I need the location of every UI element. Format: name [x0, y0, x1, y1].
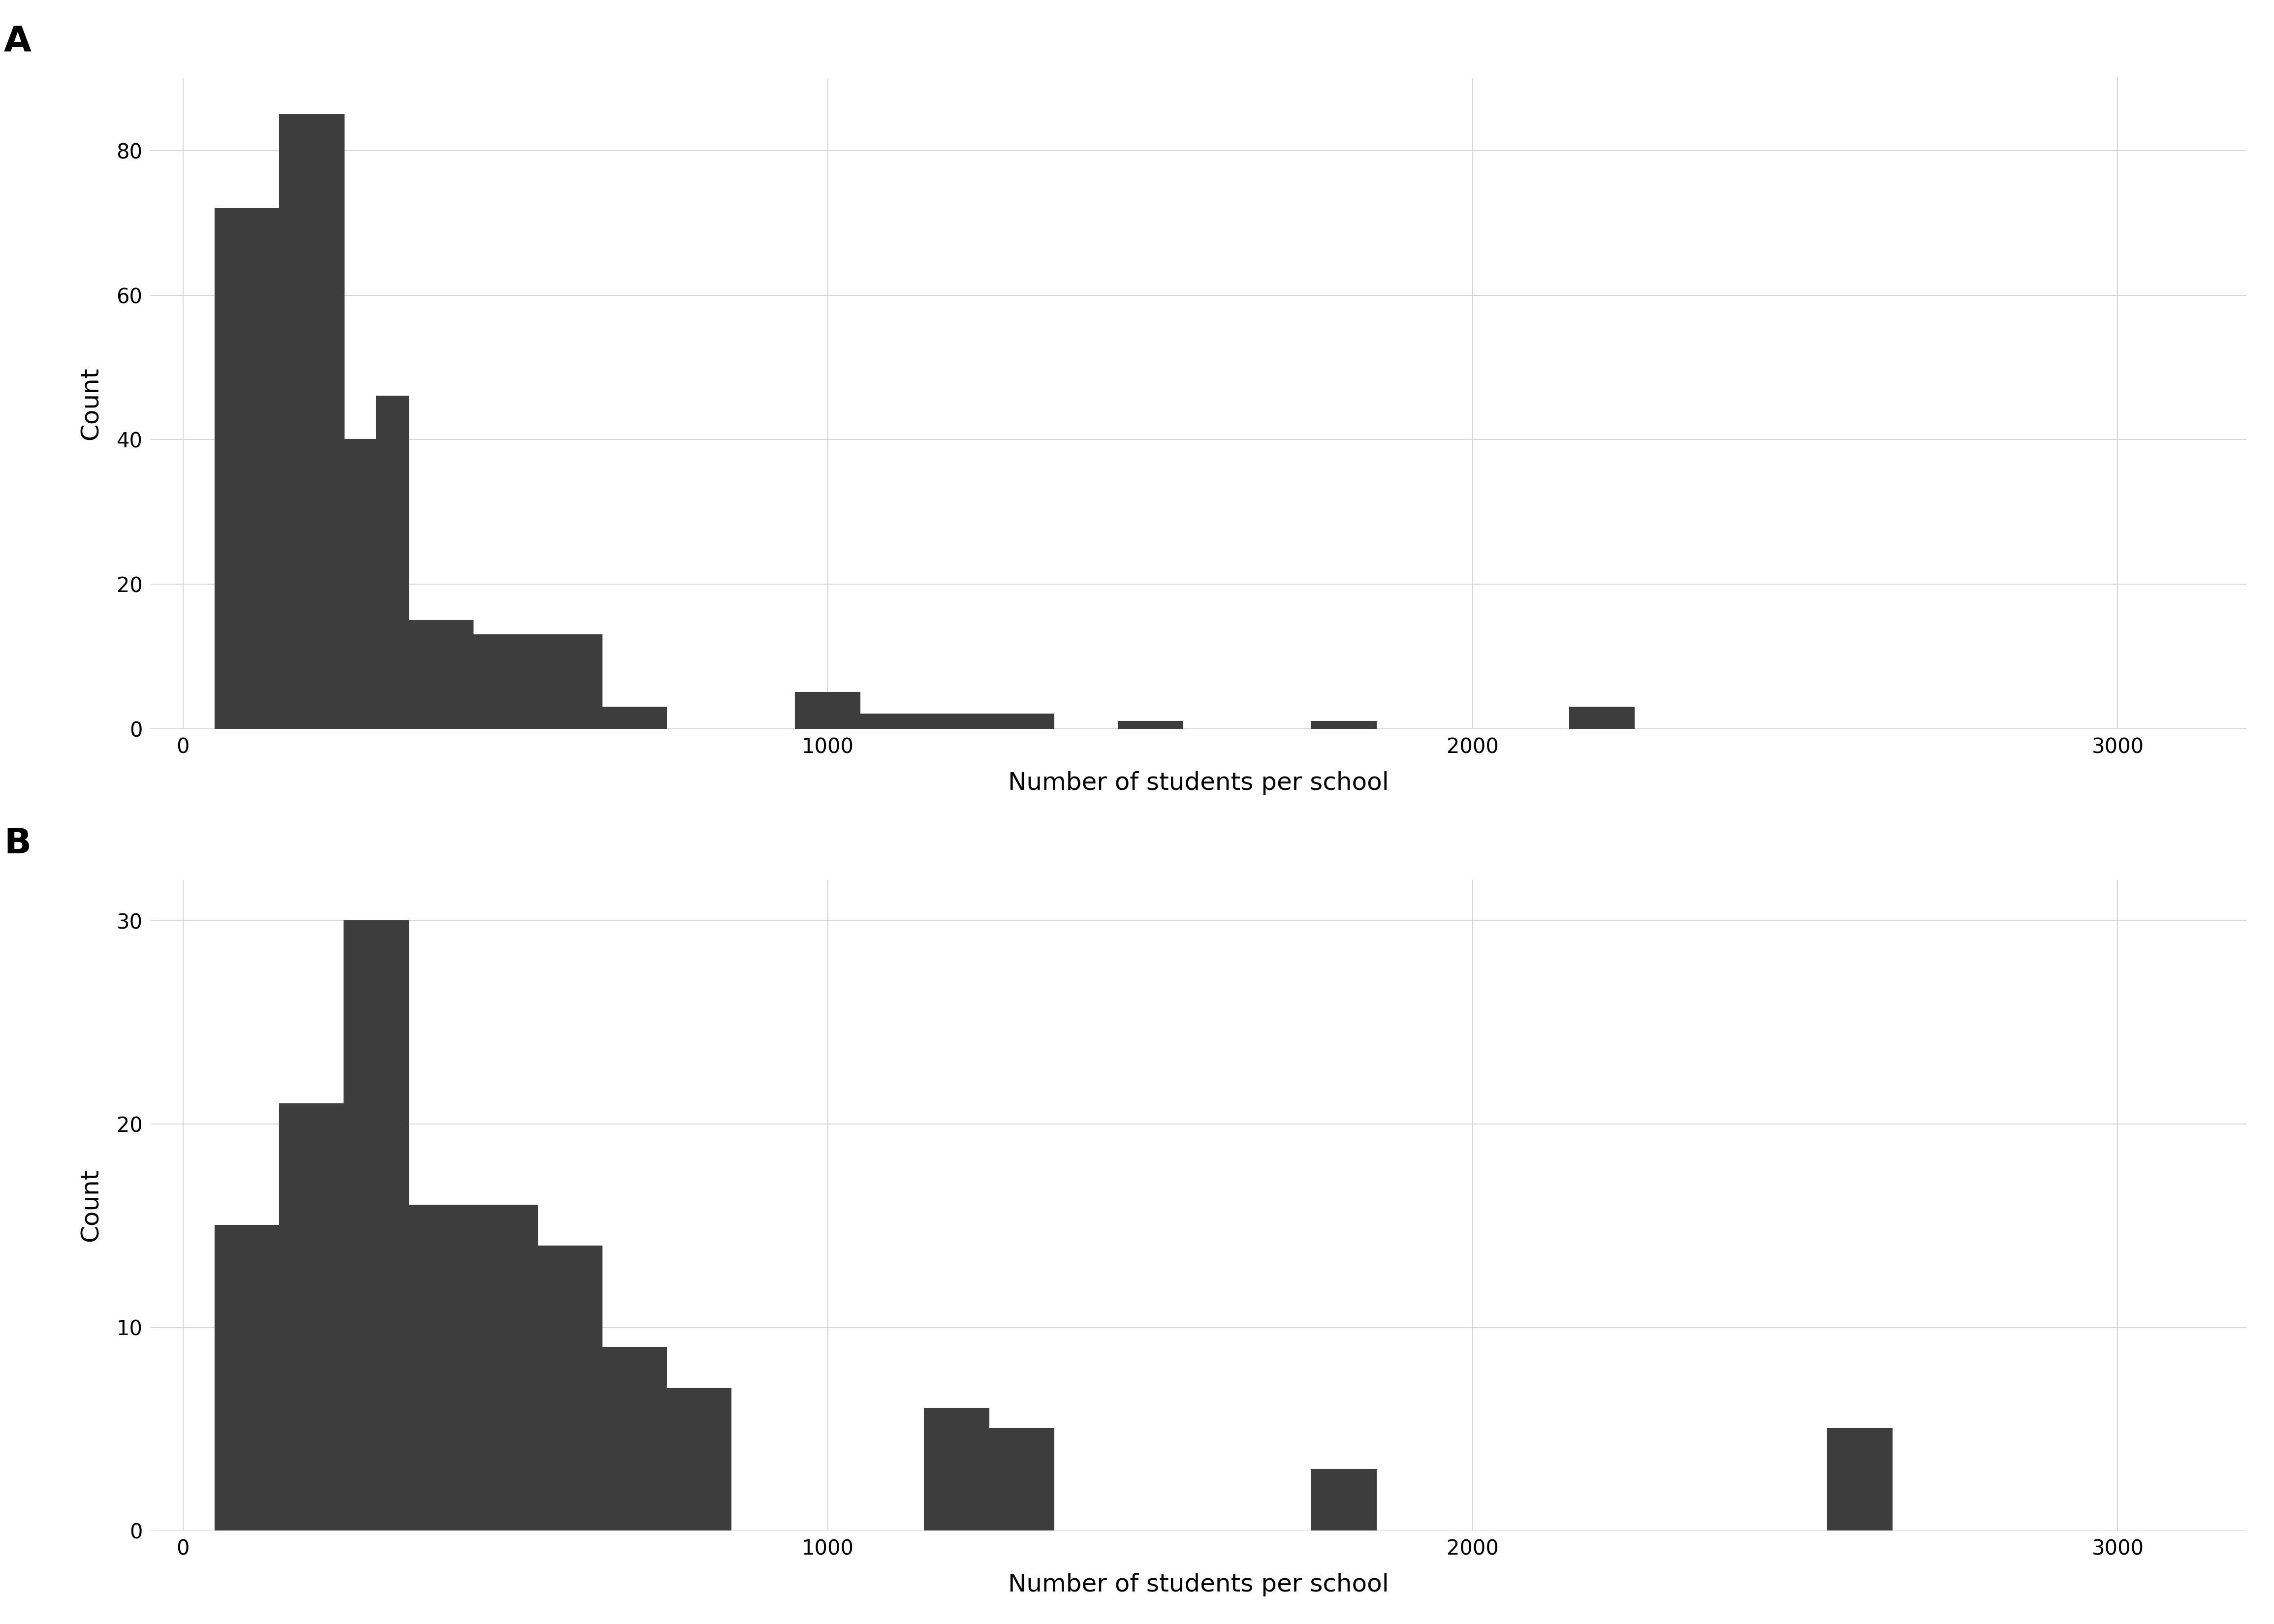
Bar: [989, 1429, 1053, 1530]
Bar: [926, 1408, 989, 1530]
Bar: [409, 620, 473, 729]
Bar: [280, 114, 343, 729]
Bar: [1312, 1470, 1376, 1530]
Bar: [537, 1246, 603, 1530]
Text: B: B: [5, 827, 32, 861]
Y-axis label: Count: Count: [80, 367, 102, 440]
Bar: [603, 706, 666, 729]
Bar: [796, 692, 860, 729]
Bar: [537, 635, 603, 729]
Bar: [860, 715, 926, 729]
X-axis label: Number of students per school: Number of students per school: [1007, 1574, 1389, 1596]
Bar: [377, 396, 409, 729]
Bar: [1569, 706, 1635, 729]
Bar: [926, 715, 989, 729]
Bar: [343, 921, 409, 1530]
Bar: [989, 715, 1053, 729]
Bar: [343, 440, 377, 729]
Bar: [1119, 721, 1182, 729]
Bar: [473, 1205, 537, 1530]
Bar: [216, 1226, 280, 1530]
Bar: [603, 1348, 666, 1530]
Bar: [409, 1205, 473, 1530]
Bar: [280, 1104, 343, 1530]
Bar: [1312, 721, 1376, 729]
X-axis label: Number of students per school: Number of students per school: [1007, 771, 1389, 794]
Bar: [473, 635, 537, 729]
Bar: [666, 1389, 732, 1530]
Bar: [1828, 1429, 1892, 1530]
Y-axis label: Count: Count: [80, 1169, 102, 1242]
Text: A: A: [5, 24, 32, 58]
Bar: [216, 208, 280, 729]
